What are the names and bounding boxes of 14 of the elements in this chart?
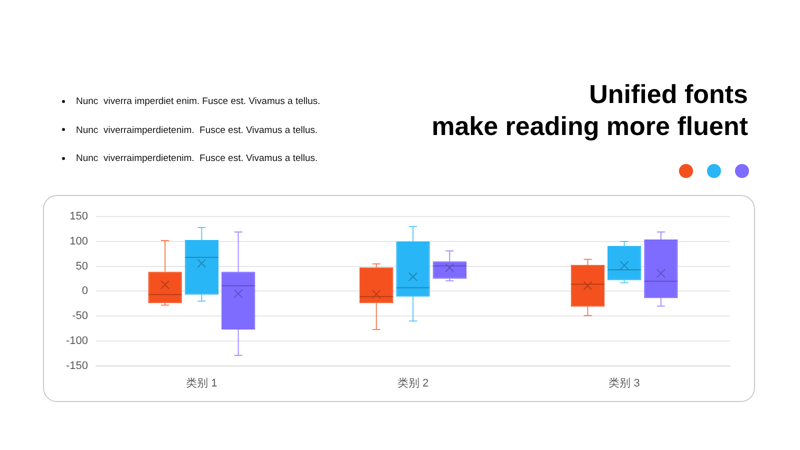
chart-title: Unified fonts make reading more fluent <box>432 78 748 142</box>
y-tick-label: 50 <box>76 260 88 272</box>
y-tick-label: -100 <box>66 334 88 347</box>
y-tick-label: -150 <box>66 360 88 372</box>
x-tick-label: 类别 2 <box>397 376 429 390</box>
y-tick-label: -50 <box>72 310 88 322</box>
text: Nunc viverra imperdiet enim. Fusce est. Vivamus a tellus. <box>76 96 320 107</box>
y-tick-label: 150 <box>70 210 88 223</box>
y-tick-label: 100 <box>70 236 88 248</box>
x-tick-label: 类别 3 <box>608 376 640 390</box>
text: Nunc viverraimperdietenim. Fusce est. Vivamus a tellus. <box>76 153 318 164</box>
text: Nunc viverraimperdietenim. Fusce est. Vivamus a tellus. <box>76 124 318 136</box>
x-tick-label: 类别 1 <box>186 376 218 390</box>
y-tick-label: 0 <box>82 285 88 298</box>
